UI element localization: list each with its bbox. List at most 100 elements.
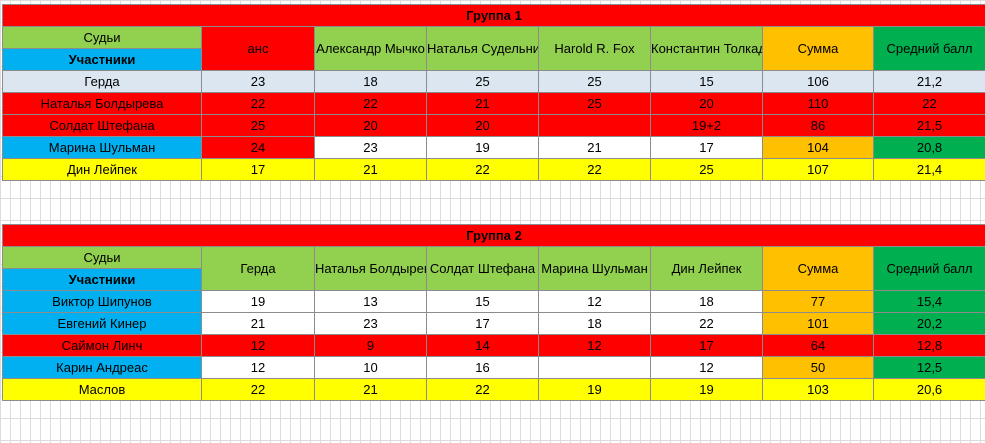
table-cell[interactable]: 12 <box>201 334 315 357</box>
table-cell[interactable] <box>538 114 651 137</box>
table-cell[interactable]: 21,5 <box>872 114 985 137</box>
table-cell[interactable]: 9 <box>314 334 427 357</box>
table-cell[interactable]: 25 <box>538 92 651 115</box>
table-cell[interactable]: 18 <box>314 70 427 93</box>
table-cell[interactable]: 23 <box>314 312 427 335</box>
group2-row-1-name[interactable]: Виктор Шипунов <box>2 290 202 313</box>
table-cell[interactable]: 23 <box>314 136 427 159</box>
group2-header-sum[interactable]: Сумма <box>762 246 874 291</box>
table-cell[interactable]: 12 <box>538 290 651 313</box>
table-cell[interactable]: 17 <box>201 158 315 181</box>
group2-header-judge-4[interactable]: Марина Шульман <box>538 246 651 291</box>
table-cell[interactable]: 15,4 <box>872 290 985 313</box>
table-cell[interactable]: 14 <box>426 334 539 357</box>
table-cell[interactable]: 22 <box>314 92 427 115</box>
group1-row-4-name[interactable]: Марина Шульман <box>2 136 202 159</box>
table-cell[interactable]: 86 <box>762 114 874 137</box>
group2-judges-label[interactable]: Судьи <box>2 246 202 269</box>
table-cell[interactable]: 22 <box>426 378 539 401</box>
table-cell[interactable]: 20 <box>314 114 427 137</box>
table-cell[interactable]: 15 <box>650 70 763 93</box>
table-cell[interactable]: 12,5 <box>872 356 985 379</box>
table-cell[interactable]: 20 <box>650 92 763 115</box>
group2-header-judge-3[interactable]: Солдат Штефана <box>426 246 539 291</box>
group2-row-3-name[interactable]: Саймон Линч <box>2 334 202 357</box>
group2-header-judge-5[interactable]: Дин Лейпек <box>650 246 763 291</box>
group1-header-average[interactable]: Средний балл <box>872 26 985 71</box>
table-cell[interactable]: 22 <box>201 92 315 115</box>
group1-row-1-name[interactable]: Герда <box>2 70 202 93</box>
table-cell[interactable]: 16 <box>426 356 539 379</box>
table-cell[interactable]: 12,8 <box>872 334 985 357</box>
group1-judges-label[interactable]: Судьи <box>2 26 202 49</box>
table-cell[interactable]: 17 <box>426 312 539 335</box>
group2-header-average[interactable]: Средний балл <box>872 246 985 291</box>
table-cell[interactable]: 17 <box>650 334 763 357</box>
table-cell[interactable]: 19 <box>426 136 539 159</box>
group2-row-5-name[interactable]: Маслов <box>2 378 202 401</box>
group1-header-judge-2[interactable]: Александр Мычко <box>314 26 427 71</box>
group1-header-judge-4[interactable]: Harold R. Fox <box>538 26 651 71</box>
table-cell[interactable]: 17 <box>650 136 763 159</box>
table-cell[interactable]: 101 <box>762 312 874 335</box>
group2-header-judge-2[interactable]: Наталья Болдырева <box>314 246 427 291</box>
table-cell[interactable]: 21 <box>538 136 651 159</box>
table-cell[interactable]: 21 <box>314 378 427 401</box>
table-cell[interactable]: 110 <box>762 92 874 115</box>
table-cell[interactable]: 18 <box>650 290 763 313</box>
table-cell[interactable]: 15 <box>426 290 539 313</box>
group1-header-judge-3[interactable]: Наталья Судельницкая <box>426 26 539 71</box>
table-cell[interactable]: 19 <box>650 378 763 401</box>
group2-row-2-name[interactable]: Евгений Кинер <box>2 312 202 335</box>
table-cell[interactable]: 22 <box>650 312 763 335</box>
table-cell[interactable]: 22 <box>201 378 315 401</box>
table-cell[interactable]: 25 <box>538 70 651 93</box>
table-cell[interactable]: 25 <box>426 70 539 93</box>
table-cell[interactable]: 21,2 <box>872 70 985 93</box>
table-cell[interactable]: 23 <box>201 70 315 93</box>
table-cell[interactable]: 20,8 <box>872 136 985 159</box>
table-cell[interactable]: 18 <box>538 312 651 335</box>
group2-row-4-name[interactable]: Карин Андреас <box>2 356 202 379</box>
group2-header-judge-1[interactable]: Герда <box>201 246 315 291</box>
table-cell[interactable]: 22 <box>872 92 985 115</box>
table-cell[interactable] <box>538 356 651 379</box>
group1-row-3-name[interactable]: Солдат Штефана <box>2 114 202 137</box>
table-cell[interactable]: 12 <box>538 334 651 357</box>
group1-participants-label[interactable]: Участники <box>2 48 202 71</box>
table-cell[interactable]: 103 <box>762 378 874 401</box>
group1-title[interactable]: Группа 1 <box>1 4 985 27</box>
table-cell[interactable]: 21,4 <box>872 158 985 181</box>
table-cell[interactable]: 12 <box>650 356 763 379</box>
table-cell[interactable]: 19 <box>201 290 315 313</box>
table-cell[interactable]: 107 <box>762 158 874 181</box>
table-cell[interactable]: 25 <box>650 158 763 181</box>
table-cell[interactable]: 13 <box>314 290 427 313</box>
table-cell[interactable]: 104 <box>762 136 874 159</box>
group1-row-2-name[interactable]: Наталья Болдырева <box>2 92 202 115</box>
table-cell[interactable]: 25 <box>201 114 315 137</box>
group1-header-judge-5[interactable]: Константин Толкадов <box>650 26 763 71</box>
group1-header-sum[interactable]: Сумма <box>762 26 874 71</box>
group2-participants-label[interactable]: Участники <box>2 268 202 291</box>
table-cell[interactable]: 19+2 <box>650 114 763 137</box>
table-cell[interactable]: 21 <box>201 312 315 335</box>
table-cell[interactable]: 64 <box>762 334 874 357</box>
table-cell[interactable]: 20,6 <box>872 378 985 401</box>
table-cell[interactable]: 22 <box>538 158 651 181</box>
table-cell[interactable]: 22 <box>426 158 539 181</box>
table-cell[interactable]: 24 <box>201 136 315 159</box>
table-cell[interactable]: 20 <box>426 114 539 137</box>
group2-title[interactable]: Группа 2 <box>1 224 985 247</box>
table-cell[interactable]: 19 <box>538 378 651 401</box>
table-cell[interactable]: 21 <box>426 92 539 115</box>
table-cell[interactable]: 20,2 <box>872 312 985 335</box>
group1-header-judge-1[interactable]: анс <box>201 26 315 71</box>
table-cell[interactable]: 10 <box>314 356 427 379</box>
group1-row-5-name[interactable]: Дин Лейпек <box>2 158 202 181</box>
table-cell[interactable]: 77 <box>762 290 874 313</box>
table-cell[interactable]: 106 <box>762 70 874 93</box>
table-cell[interactable]: 50 <box>762 356 874 379</box>
table-cell[interactable]: 21 <box>314 158 427 181</box>
table-cell[interactable]: 12 <box>201 356 315 379</box>
